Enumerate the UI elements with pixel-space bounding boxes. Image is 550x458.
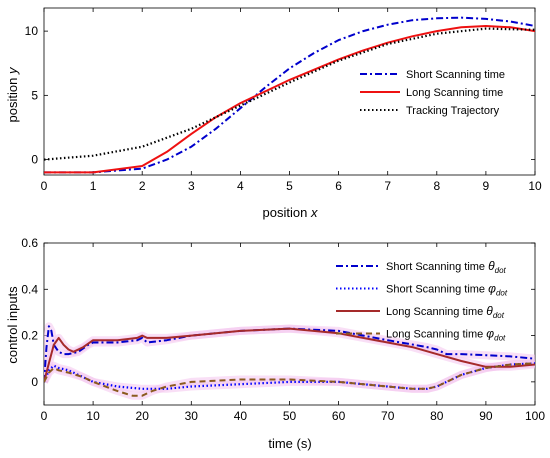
legend-label: Long Scanning time θdot bbox=[386, 304, 505, 320]
position-plot-area bbox=[44, 16, 535, 174]
control-x-tick-label: 50 bbox=[283, 409, 297, 423]
position-chart-y-label: position y bbox=[5, 66, 20, 122]
position-y-tick-label: 10 bbox=[25, 24, 39, 38]
position-chart: 0 1 2 3 4 5 6 7 8 9 10 0 5 10 Short Scanning time Long … bbox=[25, 7, 542, 193]
control-plot-area bbox=[44, 322, 535, 400]
control-series-line-0 bbox=[44, 325, 535, 382]
legend-label: Long Scanning time bbox=[406, 87, 503, 99]
position-series-line-1 bbox=[44, 25, 535, 174]
legend-label: Long Scanning time φdot bbox=[386, 327, 506, 343]
control-x-tick-label: 10 bbox=[86, 409, 100, 423]
position-series-line-2 bbox=[44, 27, 535, 161]
legend-label: Tracking Trajectory bbox=[406, 105, 500, 117]
position-y-tick-label: 0 bbox=[31, 153, 38, 167]
position-x-tick-label: 5 bbox=[286, 179, 293, 193]
position-x-tick-label: 8 bbox=[433, 179, 440, 193]
control-x-tick-label: 100 bbox=[525, 409, 545, 423]
control-series-line-3 bbox=[44, 362, 535, 397]
control-legend: Short Scanning time θdot Short Scanning t… bbox=[336, 259, 508, 343]
legend-label: Short Scanning time bbox=[406, 69, 505, 81]
control-x-tick-label: 60 bbox=[332, 409, 346, 423]
control-x-tick-label: 30 bbox=[185, 409, 199, 423]
control-x-tick-label: 80 bbox=[430, 409, 444, 423]
control-chart-x-label: time (s) bbox=[268, 436, 311, 451]
position-x-tick-label: 1 bbox=[90, 179, 97, 193]
position-series-line-0 bbox=[44, 16, 535, 174]
position-x-tick-label: 2 bbox=[139, 179, 146, 193]
control-y-tick-label: 0.2 bbox=[21, 329, 38, 343]
position-x-tick-label: 10 bbox=[528, 179, 542, 193]
position-y-tick-label: 5 bbox=[31, 88, 38, 102]
position-chart-x-label: position x bbox=[263, 205, 318, 220]
position-x-tick-label: 4 bbox=[237, 179, 244, 193]
control-x-tick-label: 0 bbox=[41, 409, 48, 423]
position-x-tick-label: 0 bbox=[41, 179, 48, 193]
control-inputs-chart: 0 10 20 30 40 50 60 70 80 90 100 0 0.2 0.4 0.6 Short Sc… bbox=[21, 236, 545, 423]
control-x-tick-label: 20 bbox=[136, 409, 150, 423]
control-chart-y-label: control inputs bbox=[5, 286, 20, 364]
control-series-line-2 bbox=[44, 327, 535, 383]
legend-label: Short Scanning time φdot bbox=[386, 282, 508, 298]
legend-label: Short Scanning time θdot bbox=[386, 259, 507, 275]
control-x-tick-label: 70 bbox=[381, 409, 395, 423]
position-x-tick-label: 9 bbox=[483, 179, 490, 193]
position-legend: Short Scanning time Long Scanning time Tra… bbox=[360, 69, 505, 117]
control-x-tick-label: 90 bbox=[479, 409, 493, 423]
control-y-tick-label: 0.6 bbox=[21, 236, 38, 250]
position-x-tick-label: 6 bbox=[335, 179, 342, 193]
position-x-tick-label: 3 bbox=[188, 179, 195, 193]
position-x-tick-label: 7 bbox=[384, 179, 391, 193]
control-x-tick-label: 40 bbox=[234, 409, 248, 423]
control-y-tick-label: 0.4 bbox=[21, 282, 38, 296]
control-y-tick-label: 0 bbox=[31, 375, 38, 389]
